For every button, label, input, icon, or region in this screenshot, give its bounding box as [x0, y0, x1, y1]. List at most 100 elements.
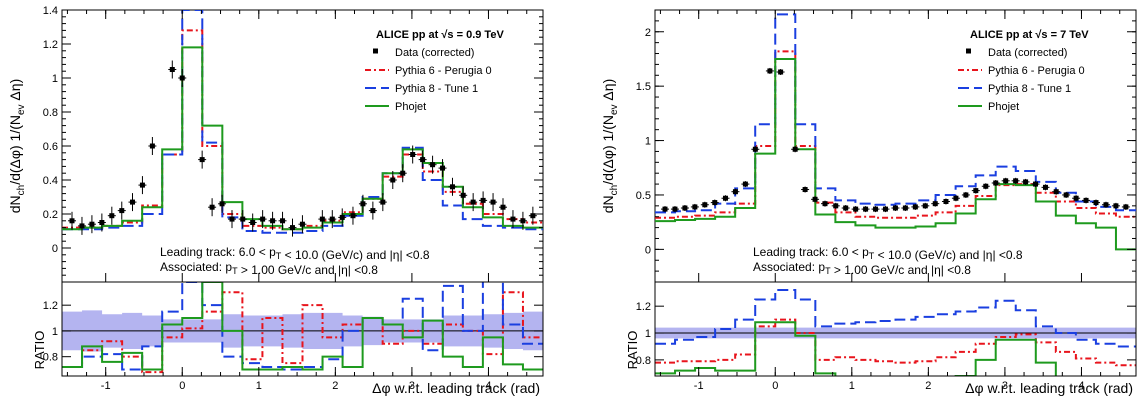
data-point-left-6 — [129, 199, 135, 205]
data-point-right-37 — [1042, 184, 1048, 190]
data-point-right-38 — [1053, 189, 1059, 195]
y-tick-label-left-5: 1 — [52, 73, 58, 85]
data-point-left-35 — [449, 184, 455, 190]
data-point-right-22 — [892, 205, 898, 211]
data-point-left-13 — [219, 201, 225, 207]
data-point-right-11 — [778, 69, 784, 75]
y-tick-label-left-4: 0.8 — [43, 107, 58, 119]
data-point-right-35 — [1023, 179, 1029, 185]
data-point-left-14 — [229, 216, 235, 222]
y-axis-title-left: dNch/d(Δφ) 1/(Nev Δη) — [7, 79, 27, 214]
data-point-right-39 — [1063, 192, 1069, 198]
x-tick-label-right-0: -1 — [694, 380, 704, 392]
data-point-right-12 — [792, 146, 798, 152]
y-tick-label-right-3: 1.5 — [636, 81, 651, 93]
data-point-left-19 — [280, 218, 286, 224]
series-line-right-2 — [655, 57, 1136, 251]
legend-label-left-3: Phojet — [395, 101, 426, 113]
x-tick-label-left-1: 0 — [179, 380, 185, 392]
data-point-left-38 — [480, 197, 486, 203]
x-tick-label-right-5: 4 — [1078, 380, 1084, 392]
data-point-left-4 — [109, 213, 115, 219]
data-point-right-6 — [722, 195, 728, 201]
data-point-right-41 — [1083, 197, 1089, 203]
data-point-left-31 — [410, 152, 416, 157]
data-point-left-5 — [119, 208, 125, 214]
x-axis-title-right: Δφ w.r.t. leading track (rad) — [965, 380, 1133, 396]
data-point-left-39 — [490, 199, 496, 205]
data-point-left-37 — [470, 199, 476, 205]
data-point-right-7 — [732, 189, 738, 195]
data-point-right-1 — [672, 206, 678, 212]
data-point-left-3 — [99, 220, 105, 225]
data-point-right-42 — [1093, 200, 1099, 206]
data-point-left-43 — [530, 213, 536, 219]
panel-right: 0 0.5 1 1.5 2 0.8 1 1.2 -1 0 1 2 3 4 ALICE pp at √s … — [600, 9, 1137, 396]
data-point-right-28 — [953, 195, 959, 201]
data-point-left-17 — [260, 216, 266, 222]
ratio-label-left: RATIO — [32, 331, 47, 370]
legend-label-right-2: Pythia 8 - Tune 1 — [988, 83, 1071, 95]
data-point-right-2 — [682, 205, 688, 211]
legend-label-right-1: Pythia 6 - Perugia 0 — [988, 65, 1085, 77]
data-point-left-21 — [299, 221, 305, 227]
data-point-left-1 — [79, 223, 85, 229]
x-tick-label-left-5: 4 — [485, 380, 491, 392]
data-point-right-3 — [692, 204, 698, 210]
x-tick-label-left-4: 3 — [409, 380, 415, 392]
data-point-right-14 — [812, 196, 818, 202]
data-point-right-18 — [853, 206, 859, 212]
data-point-right-0 — [662, 206, 668, 212]
ratio-series-right-1 — [655, 289, 1136, 348]
data-point-right-29 — [963, 192, 969, 198]
main-plot-left: 0 0.2 0.4 0.6 0.8 1 1.2 1.4 — [43, 5, 544, 283]
annotation-left: Leading track: 6.0 < pT < 10.0 (GeV/c) a… — [160, 245, 430, 277]
ratio-series-right-0 — [655, 318, 1136, 367]
x-tick-label-right-1: 0 — [772, 380, 778, 392]
data-point-right-30 — [973, 188, 979, 194]
legend-label-right-3: Phojet — [988, 101, 1019, 113]
x-tick-label-left-3: 2 — [332, 380, 338, 392]
y-tick-label-left-1: 0.2 — [43, 209, 58, 221]
data-point-right-19 — [863, 206, 869, 212]
ratio-y-tick-label-left-1: 1 — [52, 326, 58, 338]
y-tick-label-right-2: 1 — [645, 136, 651, 148]
annotation-line-right-1: Associated: pT > 1.00 GeV/c and |η| <0.8 — [753, 260, 971, 277]
data-point-right-10 — [767, 68, 773, 74]
data-point-right-20 — [873, 206, 879, 212]
x-tick-label-left-2: 1 — [256, 380, 262, 392]
data-point-left-12 — [209, 204, 215, 210]
data-point-right-43 — [1103, 202, 1109, 208]
ratio-plot-left: 0.8 1 1.2 -1 0 1 2 3 4 — [43, 10, 544, 392]
ratio-series-right-2 — [655, 321, 1057, 376]
data-point-right-33 — [1003, 178, 1009, 184]
series-line-left-1 — [62, 10, 543, 234]
data-point-left-2 — [89, 221, 95, 227]
data-point-right-23 — [902, 205, 908, 211]
data-point-left-16 — [250, 220, 256, 225]
legend-right: Data (corrected) Pythia 6 - Perugia 0 Pyth… — [958, 47, 1085, 113]
header-left: ALICE pp at √s = 0.9 TeV — [376, 29, 504, 41]
ratio-series-left-0 — [62, 291, 543, 374]
ratio-series-left-2 — [62, 282, 543, 371]
ratio-y-tick-label-left-0: 0.8 — [43, 352, 58, 364]
data-point-left-0 — [69, 218, 75, 224]
y-tick-label-left-3: 0.6 — [43, 141, 58, 153]
data-point-right-26 — [932, 201, 938, 207]
data-point-left-29 — [390, 177, 396, 183]
data-point-right-31 — [983, 183, 989, 189]
data-point-right-25 — [922, 203, 928, 209]
annotation-line-right-0: Leading track: 6.0 < pT < 10.0 (GeV/c) a… — [753, 245, 1023, 262]
y-tick-label-right-0: 0 — [645, 244, 651, 256]
data-point-right-17 — [843, 205, 849, 211]
data-point-right-45 — [1123, 204, 1129, 210]
data-point-left-42 — [520, 218, 526, 224]
ratio-plot-right: 0.8 1 1.2 -1 0 1 2 3 4 — [636, 10, 1137, 392]
ratio-frame-left — [61, 281, 544, 377]
data-point-right-40 — [1073, 195, 1079, 201]
data-point-left-22 — [319, 216, 325, 222]
data-point-left-27 — [370, 208, 376, 214]
legend-marker-data-left — [373, 48, 378, 54]
ratio-frame-right — [654, 281, 1137, 377]
